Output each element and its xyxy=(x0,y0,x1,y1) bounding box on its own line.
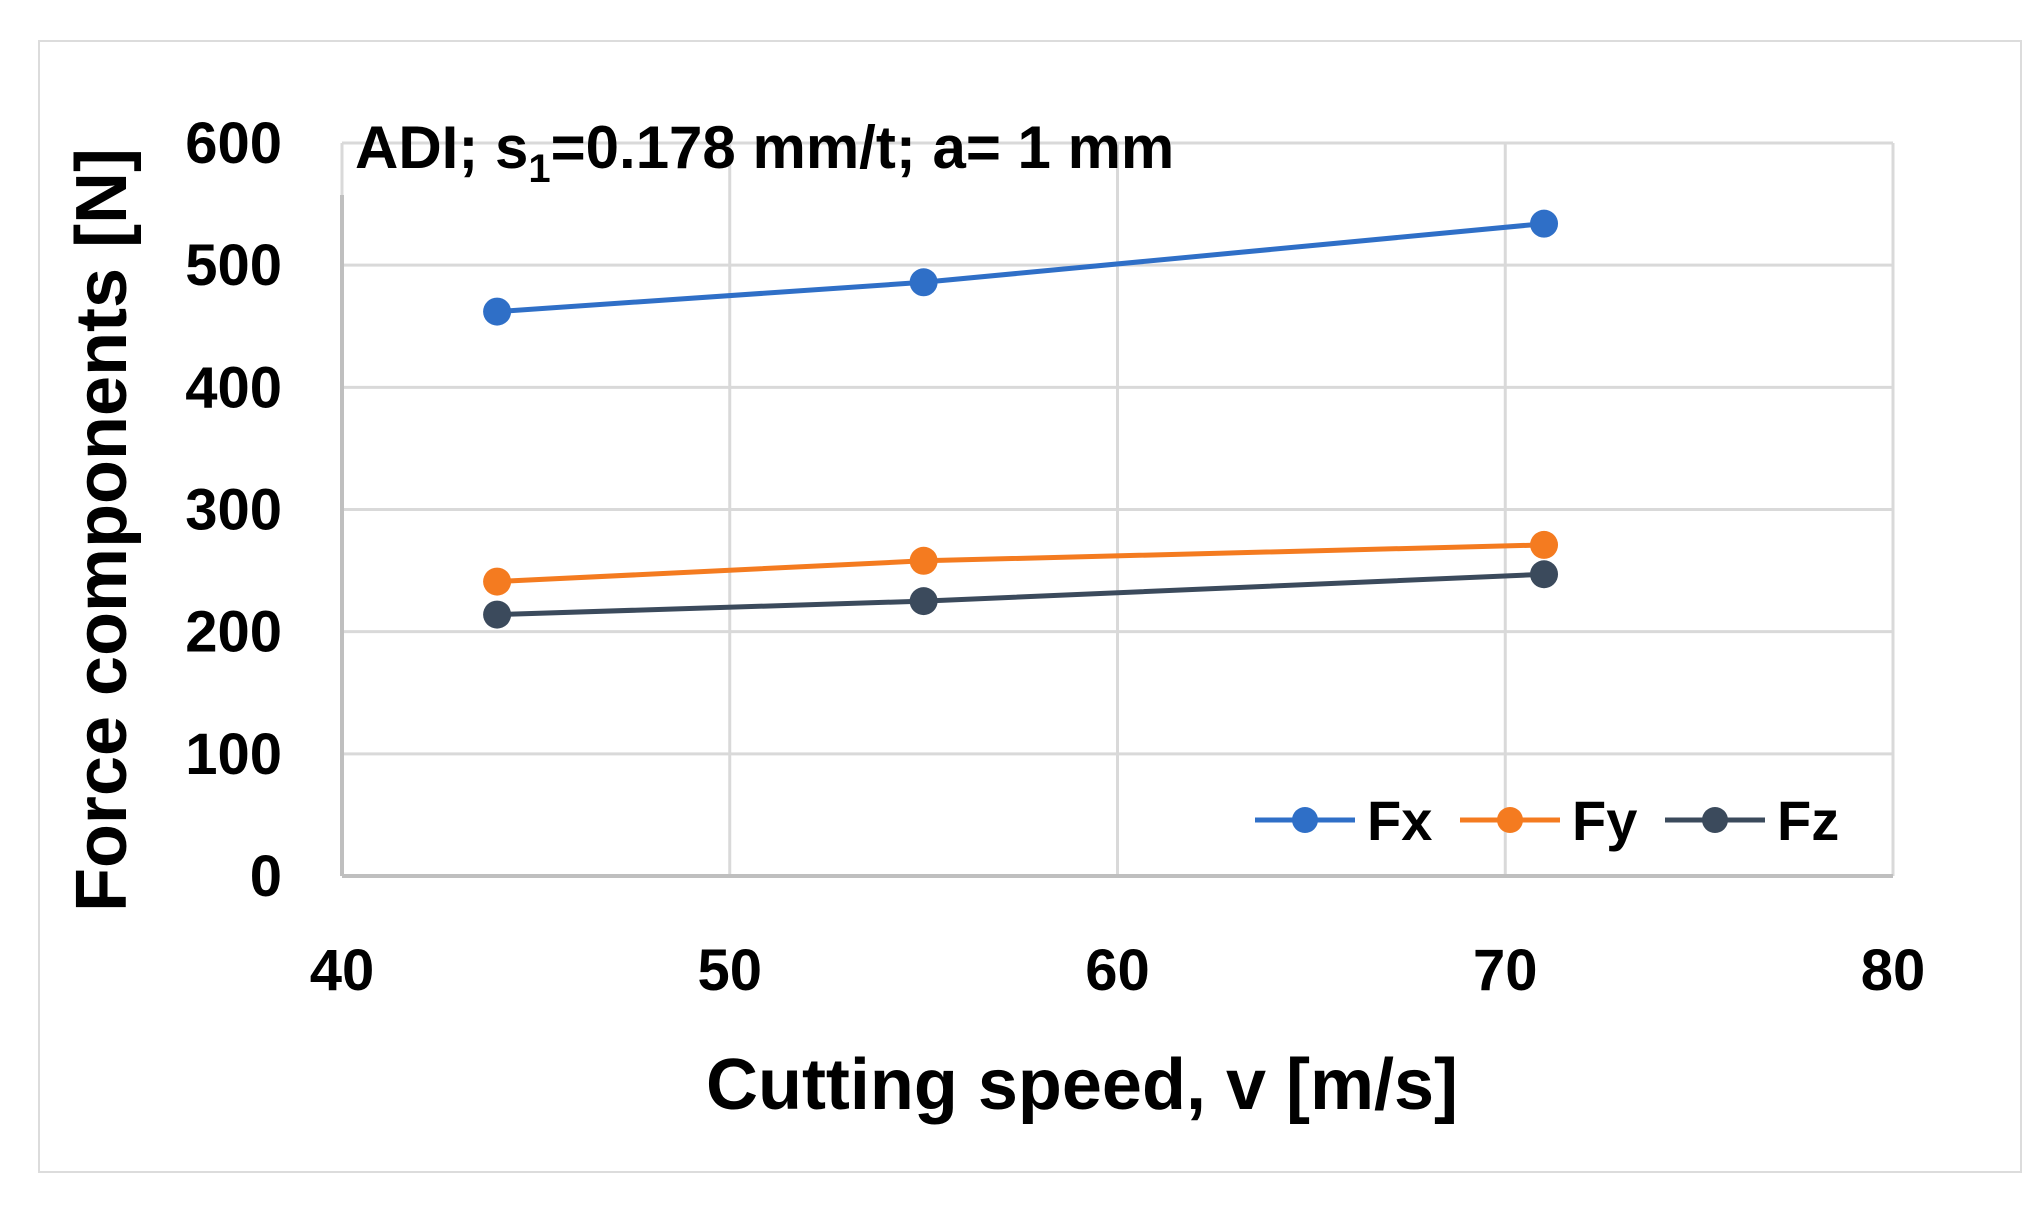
y-tick-label-3: 300 xyxy=(185,478,282,543)
legend-marker-fx xyxy=(1292,807,1318,833)
point-fz-2 xyxy=(1530,560,1559,589)
series-layer xyxy=(483,209,1559,629)
legend-marker-fy xyxy=(1497,807,1523,833)
point-fy-2 xyxy=(1530,530,1559,559)
point-fx-1 xyxy=(909,268,938,297)
y-tick-label-0: 0 xyxy=(250,844,282,909)
point-fy-1 xyxy=(909,546,938,575)
chart-title-rest: =0.178 mm/t; a= 1 mm xyxy=(551,114,1175,181)
y-tick-label-5: 500 xyxy=(185,233,282,298)
legend-marker-fz xyxy=(1702,807,1728,833)
point-fx-2 xyxy=(1530,209,1559,238)
series-line-fy xyxy=(496,542,1545,585)
x-tick-label-1: 50 xyxy=(697,938,762,1003)
legend-label-fz: Fz xyxy=(1777,789,1839,852)
legend-label-fy: Fy xyxy=(1572,789,1637,852)
y-tick-label-1: 100 xyxy=(185,722,282,787)
chart-title-main: ADI; s xyxy=(355,114,528,181)
point-fz-1 xyxy=(909,587,938,616)
series-line-fz xyxy=(497,571,1545,618)
y-tick-label-4: 400 xyxy=(185,355,282,420)
y-tick-label-6: 600 xyxy=(185,111,282,176)
legend-label-fx: Fx xyxy=(1367,789,1432,852)
y-axis-title: Force components [N] xyxy=(62,148,142,912)
axis-layer: 0 100 200 300 400 500 600 40 50 60 70 80 xyxy=(185,111,1925,1003)
x-tick-label-0: 40 xyxy=(310,938,375,1003)
point-fy-0 xyxy=(483,567,512,596)
x-tick-label-2: 60 xyxy=(1085,938,1150,1003)
x-axis-title: Cutting speed, v [m/s] xyxy=(706,1045,1458,1125)
point-fx-0 xyxy=(483,297,512,326)
chart-title: ADI; s1=0.178 mm/t; a= 1 mm xyxy=(355,114,1174,191)
legend: Fx Fy Fz xyxy=(1255,789,1839,852)
chart-title-subscript: 1 xyxy=(528,147,550,191)
series-line-fx xyxy=(496,221,1545,315)
y-tick-label-2: 200 xyxy=(185,600,282,665)
x-tick-label-4: 80 xyxy=(1861,938,1926,1003)
x-tick-label-3: 70 xyxy=(1473,938,1538,1003)
point-fz-0 xyxy=(483,600,512,629)
chart-frame xyxy=(38,40,2022,1173)
grid-layer xyxy=(340,141,1895,878)
